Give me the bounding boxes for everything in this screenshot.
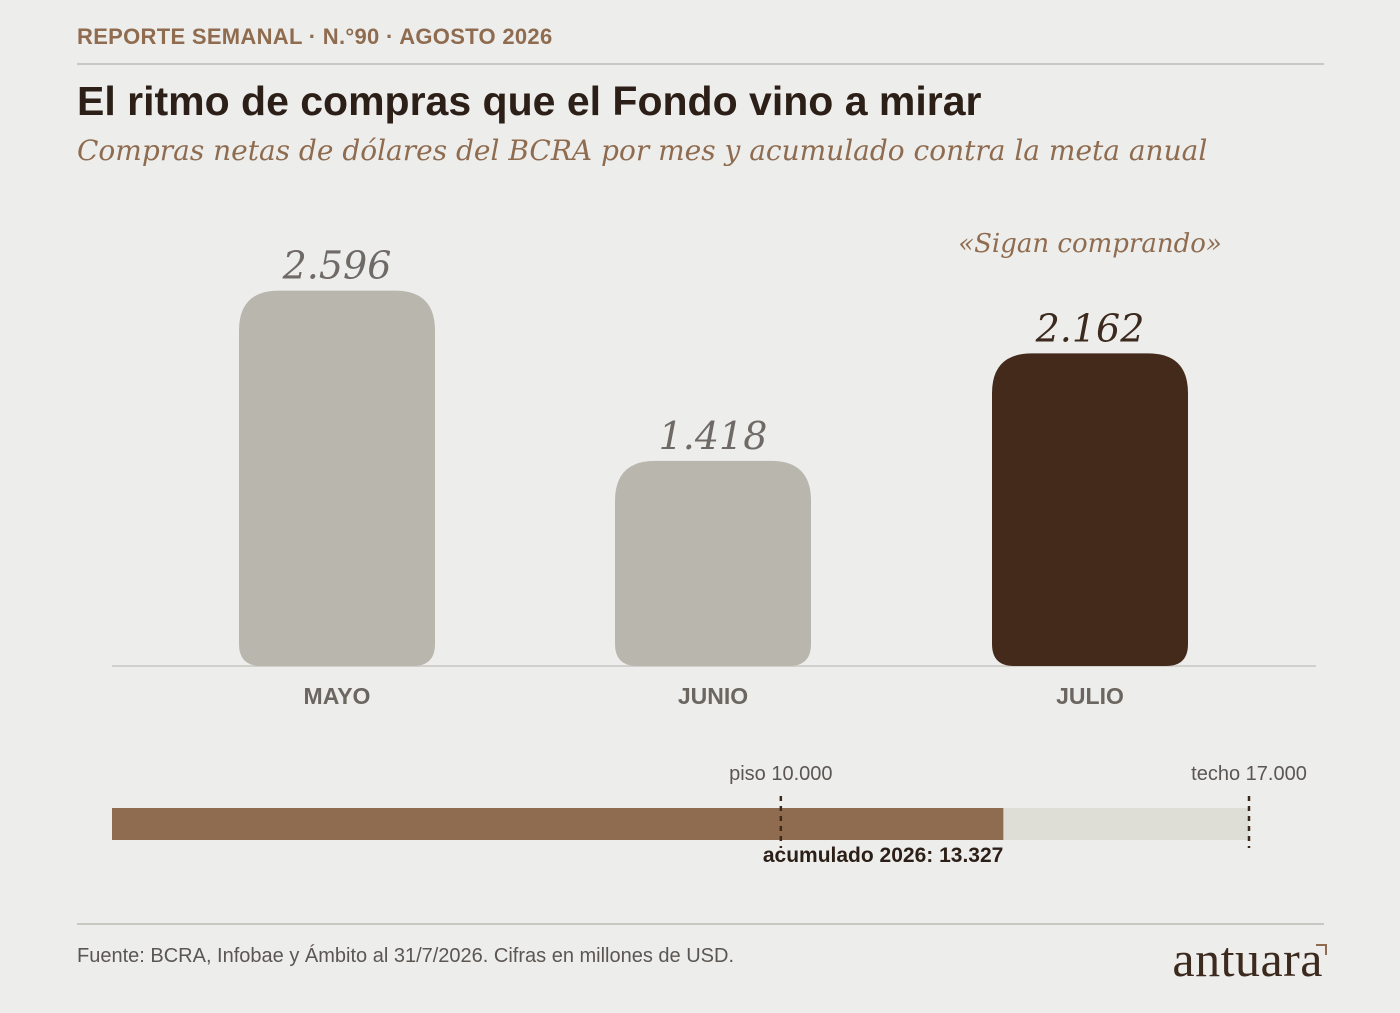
source-note: Fuente: BCRA, Infobae y Ámbito al 31/7/2… [77,945,735,967]
progress-value-label: acumulado 2026: 13.327 [763,844,1003,867]
annotation-label: «Sigan comprando» [958,229,1222,259]
bar-julio [992,353,1188,666]
brand-logo: antuara [1172,931,1323,987]
value-label-junio: 1.418 [659,414,768,458]
value-label-julio: 2.162 [1035,306,1145,350]
chart-subtitle: Compras netas de dólares del BCRA por me… [77,134,1208,167]
bottom-divider [77,923,1324,925]
bar-junio [615,460,811,666]
top-divider [77,63,1324,65]
category-label-mayo: MAYO [304,683,371,709]
report-kicker: REPORTE SEMANAL · N.°90 · AGOSTO 2026 [77,24,553,49]
value-label-mayo: 2.596 [282,244,392,288]
category-label-junio: JUNIO [678,683,748,709]
category-label-julio: JULIO [1056,683,1124,709]
marker-label-1: techo 17.000 [1191,763,1307,785]
chart-title: El ritmo de compras que el Fondo vino a … [77,78,982,124]
marker-label-0: piso 10.000 [729,763,832,785]
logo-mark-icon [1316,944,1327,955]
bar-mayo [239,290,435,666]
progress-fill [112,808,1004,840]
